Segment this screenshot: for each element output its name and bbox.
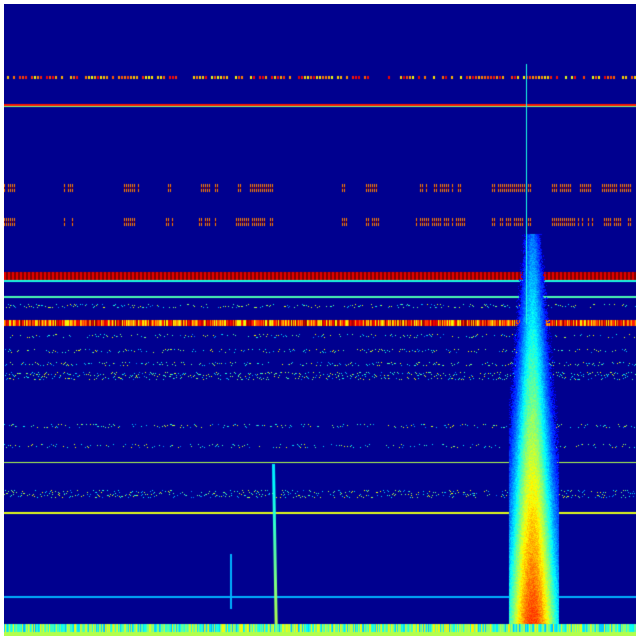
spectrogram-view: [4, 4, 636, 636]
spectrogram-canvas: [4, 4, 636, 636]
